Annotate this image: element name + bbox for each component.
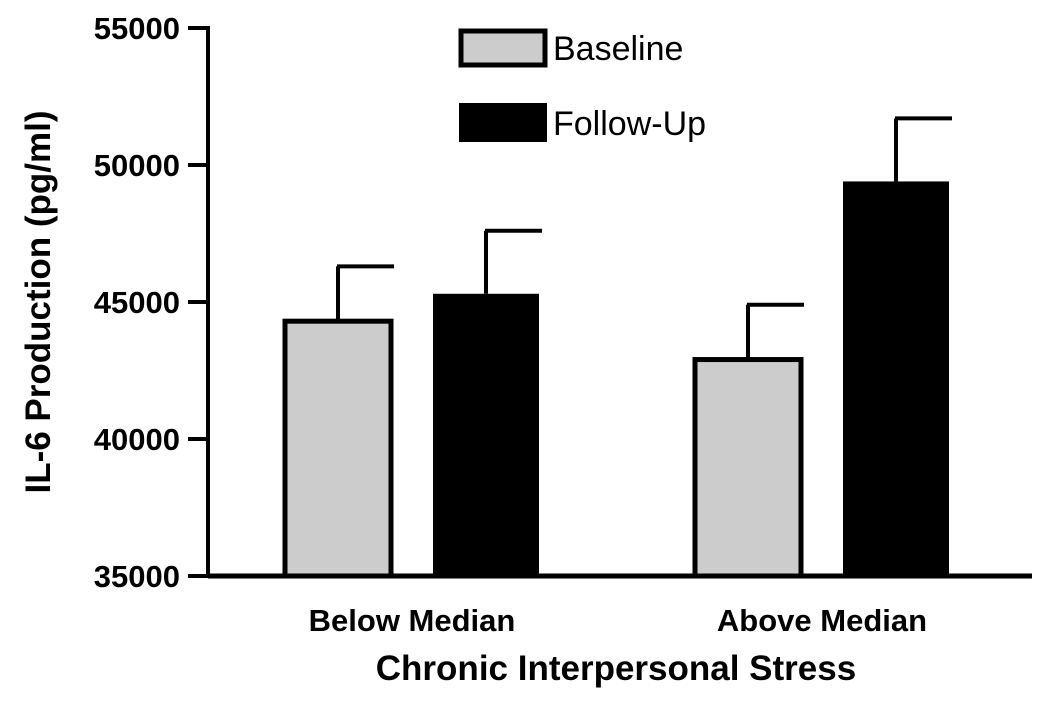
y-tick-label: 50000: [94, 148, 180, 183]
bar-follow-up-0: [433, 293, 539, 576]
y-tick-label: 55000: [94, 11, 180, 46]
y-tick-label: 35000: [94, 559, 180, 594]
legend-label-follow-up: Follow-Up: [553, 105, 706, 143]
x-category-label-above-median: Above Median: [717, 603, 927, 638]
bar-follow-up-1: [843, 181, 949, 576]
legend-label-baseline: Baseline: [553, 30, 683, 68]
y-ticks-layer: 35000 40000 45000 50000 55000: [94, 11, 208, 594]
legend-swatch-baseline: [458, 28, 548, 68]
error-bars-layer: [336, 116, 952, 360]
legend: Baseline Follow-Up: [458, 28, 706, 143]
y-tick-label: 40000: [94, 422, 180, 457]
y-axis-title: IL-6 Production (pg/ml): [19, 110, 58, 493]
bar-baseline-1: [692, 357, 804, 579]
bar-baseline-0: [282, 318, 394, 579]
x-category-label-below-median: Below Median: [309, 603, 516, 638]
legend-swatch-follow-up: [459, 103, 547, 142]
bars-layer: [282, 181, 949, 579]
x-axis-title: Chronic Interpersonal Stress: [376, 649, 856, 688]
y-tick-label: 45000: [94, 285, 180, 320]
